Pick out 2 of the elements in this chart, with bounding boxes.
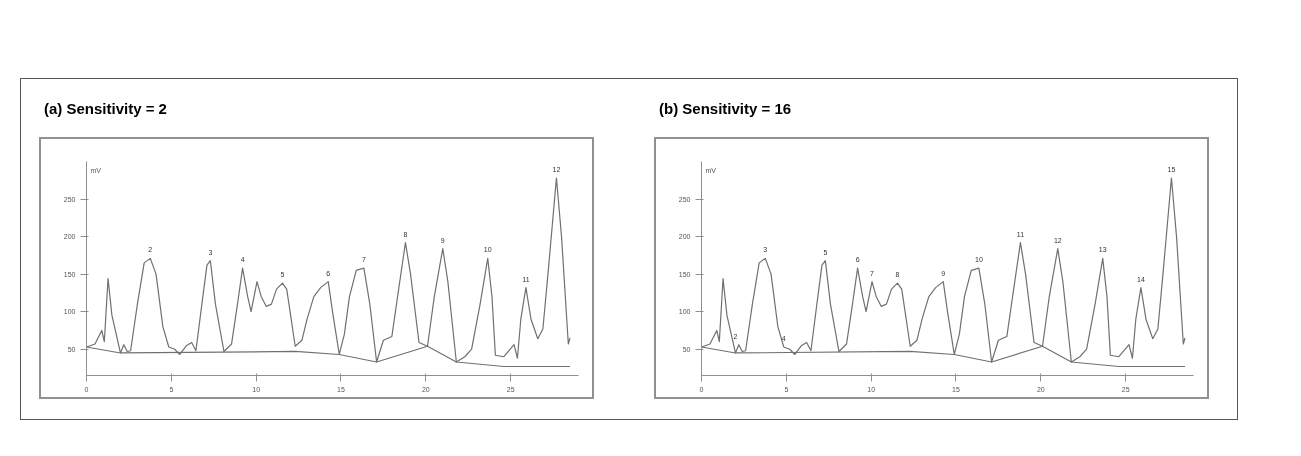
chart-title: (a) Sensitivity = 2	[44, 99, 167, 119]
chart-title: (b) Sensitivity = 16	[659, 99, 792, 119]
